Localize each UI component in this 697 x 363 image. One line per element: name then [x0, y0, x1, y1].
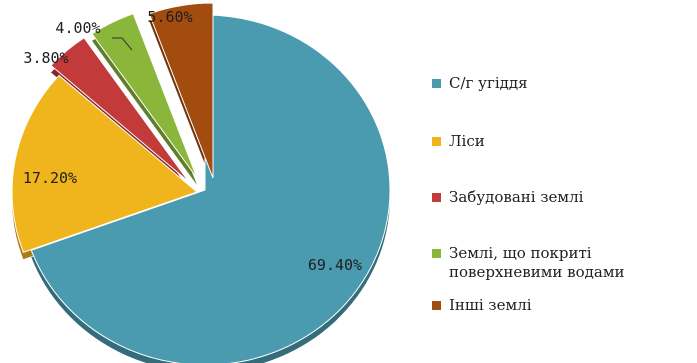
- legend-item-forests: Ліси: [432, 132, 485, 151]
- legend-label-built-up: Забудовані землі: [449, 188, 584, 206]
- legend-swatch-built-up: [432, 193, 441, 202]
- legend-item-water: Землі, що покриті поверхневими водами: [432, 244, 697, 282]
- legend-swatch-farmland: [432, 79, 441, 88]
- pie-slice-forests: [11, 74, 198, 253]
- data-label-farmland: 69.40%: [308, 256, 362, 274]
- leader-line-water: [112, 37, 133, 51]
- legend-label-farmland: С/г угіддя: [449, 74, 528, 92]
- data-label-built-up: 3.80%: [23, 49, 68, 67]
- pie-slice-farmland: [30, 14, 391, 363]
- legend-label-forests: Ліси: [449, 132, 485, 150]
- legend-label-other: Інші землі: [449, 296, 532, 314]
- data-label-forests: 17.20%: [23, 169, 77, 187]
- pie-slice-other: [148, 2, 214, 179]
- data-label-other: 5.60%: [147, 8, 192, 26]
- legend-label-water: Землі, що покриті поверхневими водами: [449, 244, 625, 281]
- legend-item-built-up: Забудовані землі: [432, 188, 583, 207]
- pie-slice-water: [91, 13, 198, 179]
- data-label-water: 4.00%: [55, 19, 100, 37]
- legend-swatch-other: [432, 301, 441, 310]
- pie-slice-built-up: [50, 37, 190, 183]
- legend-item-other: Інші землі: [432, 296, 532, 315]
- legend-item-farmland: С/г угіддя: [432, 74, 528, 93]
- legend-swatch-water: [432, 249, 441, 258]
- legend-swatch-forests: [432, 137, 441, 146]
